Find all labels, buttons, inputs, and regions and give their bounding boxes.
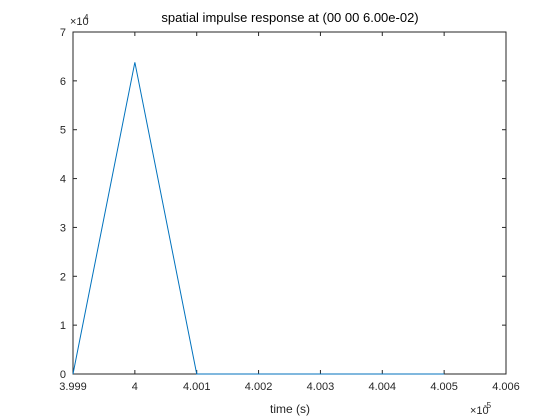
- series-layer: [72, 62, 445, 375]
- x-tick-label: 4: [132, 381, 138, 393]
- svg-text:×10: ×10: [70, 16, 89, 28]
- y-tick-label: 5: [60, 125, 66, 137]
- svg-text:×10: ×10: [470, 405, 489, 417]
- x-tick-label: 4.003: [307, 381, 335, 393]
- x-axis-label: time (s): [270, 402, 310, 416]
- svg-text:4: 4: [84, 13, 89, 22]
- y-tick-label: 6: [60, 76, 66, 88]
- y-tick-label: 1: [60, 320, 66, 332]
- y-tick-label: 4: [60, 174, 66, 186]
- x-tick-label: 4.002: [245, 381, 273, 393]
- y-exponent-label: ×10 4: [70, 13, 89, 28]
- y-tick-label: 7: [60, 27, 66, 39]
- svg-text:-5: -5: [484, 401, 492, 410]
- y-tick-label: 0: [60, 369, 66, 381]
- x-tick-label: 3.999: [59, 381, 87, 393]
- y-tick-label: 3: [60, 222, 66, 234]
- axis-ticks: 3.999 4 4.001 4.002 4.003 4.004 4.005 4.006 0 1 2 3…: [59, 27, 520, 393]
- x-tick-label: 4.006: [492, 381, 520, 393]
- y-tick-label: 2: [60, 271, 66, 283]
- series-line: [72, 62, 445, 375]
- plot-area: [72, 31, 507, 375]
- x-exponent-label: ×10 -5: [470, 401, 492, 417]
- x-tick-label: 4.004: [369, 381, 397, 393]
- x-tick-label: 4.001: [183, 381, 211, 393]
- x-tick-label: 4.005: [430, 381, 458, 393]
- chart-title: spatial impulse response at (00 00 6.00e…: [161, 10, 418, 25]
